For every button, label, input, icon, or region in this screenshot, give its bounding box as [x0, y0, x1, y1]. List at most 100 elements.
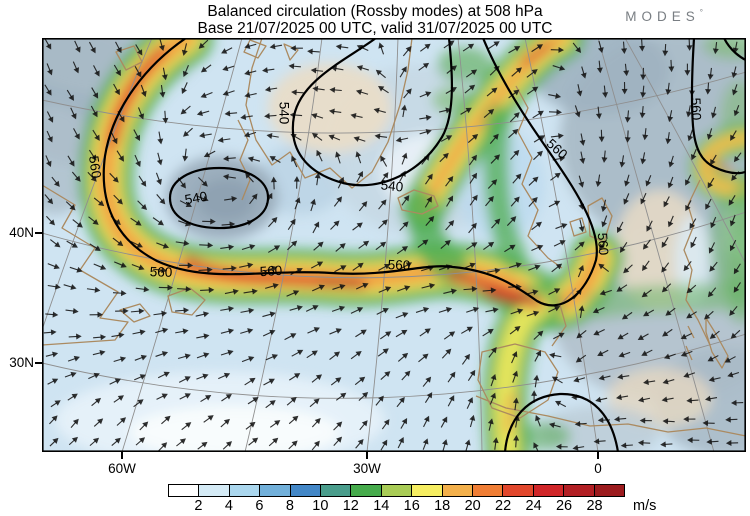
wind-arrow [553, 240, 566, 247]
wind-arrow [220, 349, 234, 356]
wind-arrow [355, 329, 367, 338]
wind-arrow [729, 239, 737, 252]
wind-arrow [508, 46, 521, 54]
wind-arrow [595, 174, 602, 188]
wind-arrow [247, 156, 261, 163]
wind-arrow [334, 265, 347, 273]
wind-arrow [487, 418, 494, 431]
wind-arrow [309, 398, 320, 408]
wind-arrow [312, 85, 325, 92]
wind-arrow [727, 371, 740, 378]
wind-arrow [90, 105, 98, 118]
wind-arrow [199, 132, 212, 139]
wind-arrow [176, 438, 186, 447]
modes-logo-mark: ° [699, 8, 704, 17]
wind-arrow [598, 374, 611, 381]
wind-arrow [92, 129, 100, 141]
wind-arrow [74, 40, 81, 53]
wind-arrow [375, 395, 384, 406]
wind-arrow [680, 332, 693, 340]
wind-arrow [378, 263, 391, 271]
wind-arrow [91, 397, 102, 407]
wind-arrow [548, 93, 562, 99]
wind-arrow [661, 262, 670, 273]
wind-arrow [397, 285, 411, 292]
colorbar-cell [381, 485, 413, 496]
wind-arrow [71, 171, 81, 182]
wind-arrow [397, 352, 409, 362]
wind-arrow [262, 329, 276, 337]
wind-arrow [642, 239, 651, 250]
wind-arrow [597, 417, 611, 424]
colorbar-cell [533, 485, 565, 496]
wind-arrow [660, 441, 673, 448]
wind-arrow [353, 136, 366, 142]
wind-arrow [710, 216, 717, 229]
wind-arrow [598, 263, 610, 272]
wind-arrow [269, 156, 281, 163]
wind-arrow [686, 284, 697, 294]
wind-arrow [686, 397, 699, 404]
wind-arrow [550, 133, 564, 140]
wind-arrow [220, 305, 235, 312]
wind-arrow [686, 38, 693, 51]
wind-arrow [138, 175, 147, 187]
colorbar-tick-label: 26 [555, 498, 573, 514]
wind-arrow [377, 348, 389, 357]
wind-arrow [549, 352, 562, 359]
wind-arrow [329, 86, 342, 93]
wind-arrow [601, 150, 608, 163]
wind-arrow [508, 128, 519, 139]
wind-arrow [335, 243, 346, 252]
wind-arrow [221, 221, 236, 228]
wind-arrow [241, 244, 256, 250]
wind-arrow [354, 376, 366, 386]
wind-arrow [573, 376, 586, 383]
wind-arrow [244, 69, 257, 76]
wind-arrow [44, 38, 52, 50]
wind-arrow [355, 282, 369, 290]
wind-arrow [733, 282, 741, 293]
colorbar-tick-label: 8 [285, 498, 294, 514]
wind-arrow [243, 288, 258, 295]
wind-arrow [314, 172, 321, 186]
wind-arrow [663, 353, 676, 360]
wind-arrow [358, 240, 370, 249]
wind-arrow [109, 378, 121, 385]
wind-arrow [551, 376, 563, 384]
wind-arrow [47, 378, 59, 385]
wind-arrow [88, 216, 99, 225]
wind-arrow [397, 437, 404, 449]
wind-arrow [624, 130, 631, 143]
wind-arrow [181, 422, 192, 431]
lon-tick-label: 0 [594, 461, 602, 476]
wind-arrow [418, 62, 430, 71]
lat-tick-label: 40N [9, 225, 34, 240]
wind-arrow [182, 148, 189, 162]
wind-arrow [689, 218, 697, 230]
wind-arrow [328, 134, 341, 141]
map-border [42, 38, 746, 452]
wind-arrow [113, 395, 124, 403]
wind-arrow [668, 59, 675, 73]
wind-arrow [401, 195, 410, 206]
wind-arrow [381, 419, 390, 430]
wind-arrow [443, 288, 458, 295]
wind-arrow [709, 330, 720, 339]
wind-arrow [733, 263, 741, 275]
wind-arrow [373, 107, 386, 114]
wind-arrow [707, 67, 714, 80]
wind-arrow [706, 128, 713, 140]
wind-arrow [528, 196, 538, 207]
wind-arrow [152, 217, 164, 226]
wind-arrow [639, 39, 646, 52]
wind-arrow [379, 331, 392, 340]
colorbar-cell [290, 485, 322, 496]
wind-arrow [65, 201, 76, 211]
wind-arrow [419, 114, 432, 121]
contour-label: 560 [595, 232, 612, 256]
wind-arrow [44, 194, 54, 205]
map-panel: 540 540 540 560 560 560 560 560 560 560 [42, 38, 746, 452]
wind-arrow [687, 437, 700, 444]
